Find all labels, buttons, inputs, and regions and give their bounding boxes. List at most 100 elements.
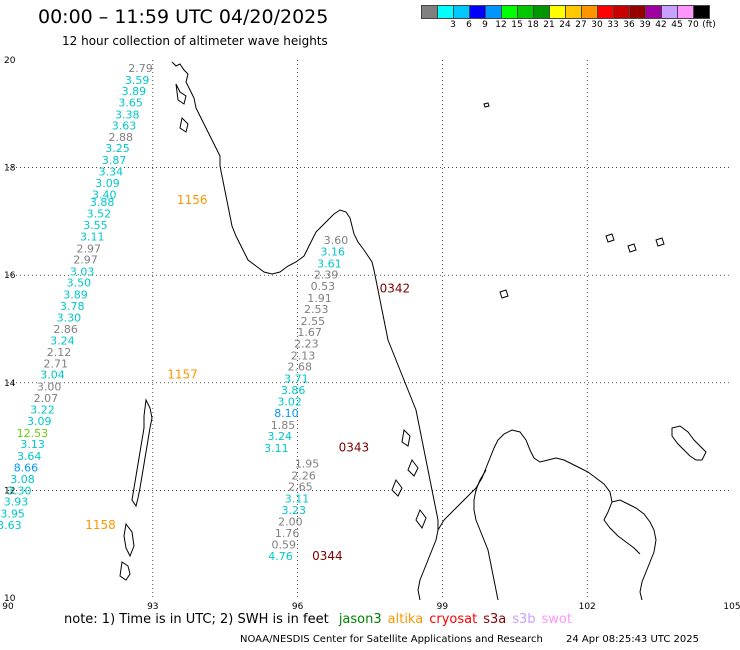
legend-label: 21 bbox=[543, 20, 555, 30]
wave-height-value: 3.59 bbox=[125, 74, 150, 87]
wave-height-value: 2.23 bbox=[294, 338, 319, 351]
pass-time-label: 0344 bbox=[312, 549, 343, 563]
wave-height-value: 1.67 bbox=[297, 326, 322, 339]
pass-time-label: 0342 bbox=[380, 282, 411, 296]
x-tick-label: 96 bbox=[292, 602, 304, 612]
wave-height-value: 1.85 bbox=[271, 419, 296, 432]
wave-height-value: 2.97 bbox=[73, 254, 98, 267]
wave-height-value: 3.30 bbox=[7, 484, 32, 497]
coastline-layer bbox=[119, 61, 707, 601]
wave-height-value: 2.07 bbox=[34, 392, 59, 405]
wave-height-value: 2.39 bbox=[314, 269, 339, 282]
wave-height-value: 2.00 bbox=[278, 516, 303, 529]
legend-label: 45 bbox=[671, 20, 683, 30]
pass-time-label: 0343 bbox=[339, 440, 370, 454]
satellite-swot: swot bbox=[541, 612, 572, 627]
wave-height-value: 12.53 bbox=[17, 427, 49, 440]
coastline-cambodia bbox=[611, 499, 657, 601]
graticule bbox=[8, 60, 732, 598]
legend-label: 36 bbox=[623, 20, 635, 30]
lake-north-2 bbox=[627, 243, 637, 253]
wave-height-value: 3.65 bbox=[118, 97, 143, 110]
coastline-thailand bbox=[437, 429, 641, 555]
map-subtitle: 12 hour collection of altimeter wave hei… bbox=[62, 34, 328, 48]
wave-height-value: 2.68 bbox=[287, 361, 312, 374]
coastline-mergui-2 bbox=[407, 458, 419, 477]
map-title: 00:00 – 11:59 UTC 04/20/2025 bbox=[38, 6, 329, 28]
note-line: note: 1) Time is in UTC; 2) SWH is in fe… bbox=[64, 612, 572, 627]
legend-label: 33 bbox=[607, 20, 619, 30]
coastline-andaman-south bbox=[123, 522, 135, 558]
legend-label: 6 bbox=[466, 20, 472, 30]
wave-height-value: 3.03 bbox=[70, 265, 95, 278]
wave-height-value: 3.00 bbox=[37, 381, 62, 394]
wave-height-value: 3.11 bbox=[264, 442, 289, 455]
pass-time-labels: 1156 1157 1158 0342 0343 0344 bbox=[85, 193, 410, 563]
credit-text: NOAA/NESDIS Center for Satellite Applica… bbox=[240, 634, 543, 645]
wave-height-value: 3.25 bbox=[105, 142, 130, 155]
wave-height-value: 1.91 bbox=[307, 292, 332, 305]
wave-height-value: 3.04 bbox=[40, 369, 65, 382]
x-tick-label: 93 bbox=[147, 602, 158, 612]
wave-height-value: 3.89 bbox=[122, 85, 147, 98]
lake-central bbox=[499, 289, 509, 299]
wave-height-value: 3.50 bbox=[67, 277, 92, 290]
satellite-altika: altika bbox=[387, 612, 424, 627]
color-legend: 3 6 9 12 15 18 21 24 27 30 33 36 39 42 45 70 (ft) bbox=[421, 5, 740, 33]
generated-date: 24 Apr 08:25:43 UTC 2025 bbox=[566, 634, 699, 645]
satellite-s3a: s3a bbox=[483, 612, 507, 627]
wave-height-value: 3.09 bbox=[95, 177, 120, 190]
wave-height-value: 1.76 bbox=[275, 527, 300, 540]
legend-label: 39 bbox=[639, 20, 651, 30]
wave-height-value: 0.53 bbox=[311, 280, 336, 293]
wave-height-value: 2.55 bbox=[301, 315, 326, 328]
lake-north-3 bbox=[655, 237, 665, 247]
wave-height-value: 4.76 bbox=[268, 550, 293, 563]
wave-height-value: 3.78 bbox=[60, 300, 85, 313]
wave-height-value: 3.64 bbox=[17, 450, 42, 463]
wave-height-value: 0.59 bbox=[271, 539, 296, 552]
y-tick-label: 10 bbox=[4, 594, 16, 604]
legend-label: 15 bbox=[511, 20, 523, 30]
x-tick-label: 90 bbox=[2, 602, 14, 612]
wave-height-value: 3.88 bbox=[90, 196, 115, 209]
wave-height-value: 3.89 bbox=[63, 289, 88, 302]
wave-height-value: 2.86 bbox=[53, 323, 78, 336]
tonle-sap-lake bbox=[671, 425, 707, 461]
wave-height-value: 2.26 bbox=[291, 469, 316, 482]
legend-label: 30 bbox=[591, 20, 603, 30]
wave-height-value: 2.88 bbox=[109, 131, 134, 144]
wave-height-value: 3.71 bbox=[284, 372, 309, 385]
coastline-mergui-3 bbox=[391, 478, 403, 497]
wave-height-value: 3.63 bbox=[112, 120, 137, 133]
legend-label: 27 bbox=[575, 20, 587, 30]
wave-height-value: 3.11 bbox=[80, 230, 105, 243]
lake-dot bbox=[483, 102, 490, 108]
y-tick-label: 14 bbox=[4, 379, 16, 389]
satellite-cryosat: cryosat bbox=[429, 612, 478, 627]
axis-labels: 90 93 96 99 102 105 20 18 16 14 12 10 bbox=[2, 56, 740, 612]
y-tick-label: 20 bbox=[4, 56, 16, 66]
wave-height-value: 3.09 bbox=[27, 415, 52, 428]
x-tick-label: 105 bbox=[723, 602, 740, 612]
pass-time-label: 1157 bbox=[167, 368, 198, 382]
wave-height-value: 3.02 bbox=[277, 396, 302, 409]
wave-height-value: 2.79 bbox=[128, 62, 153, 75]
wave-height-value: 3.60 bbox=[324, 234, 349, 247]
y-tick-label: 18 bbox=[4, 164, 16, 174]
legend-label: 42 bbox=[655, 20, 667, 30]
wave-height-value: 3.52 bbox=[87, 207, 112, 220]
legend-label: 3 bbox=[450, 20, 456, 30]
satellite-jason3: jason3 bbox=[338, 612, 382, 627]
legend-label: 9 bbox=[482, 20, 488, 30]
wave-height-value: 3.11 bbox=[285, 492, 310, 505]
wave-height-value: 3.23 bbox=[282, 504, 307, 517]
note-text: note: 1) Time is in UTC; 2) SWH is in fe… bbox=[64, 612, 329, 627]
wave-height-value: 8.10 bbox=[274, 407, 299, 420]
wave-height-value: 3.24 bbox=[50, 334, 75, 347]
wave-height-value: 3.13 bbox=[20, 438, 45, 451]
wave-height-value: 3.38 bbox=[115, 108, 140, 121]
wave-height-value: 3.95 bbox=[0, 508, 25, 521]
legend-swatch-row bbox=[421, 5, 740, 19]
